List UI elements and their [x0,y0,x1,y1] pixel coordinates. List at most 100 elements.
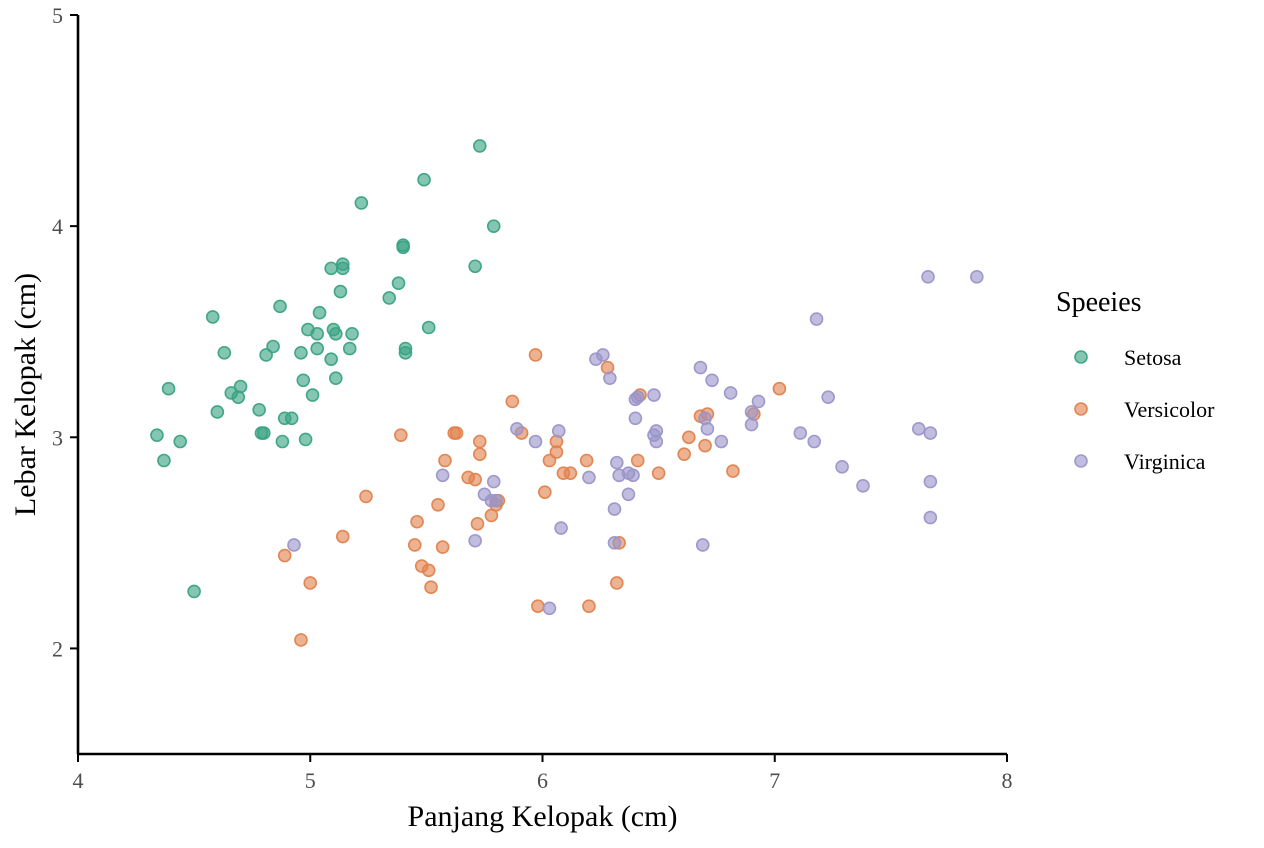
data-point-versicolor [294,633,308,647]
data-point-virginica [856,479,870,493]
data-points [150,139,984,647]
data-point-virginica [807,434,822,449]
data-point-versicolor [538,485,552,499]
data-point-setosa [298,432,313,447]
data-point-virginica [435,468,450,483]
data-point-versicolor [359,489,373,504]
data-point-setosa [294,346,308,360]
data-point-virginica [607,536,622,550]
y-tick-label: 5 [52,3,63,28]
data-point-virginica [911,422,926,436]
data-point-setosa [468,259,482,274]
data-point-virginica [630,390,645,404]
data-point-virginica [510,422,524,436]
data-point-setosa [312,305,327,320]
data-point-versicolor [438,453,452,468]
data-point-setosa [266,339,280,354]
data-point-versicolor [726,464,740,478]
data-point-versicolor [303,576,318,590]
data-point-virginica [821,390,835,404]
data-point-setosa [335,261,350,276]
data-point-virginica [970,270,984,284]
legend-marker-virginica [1074,454,1088,468]
data-point-setosa [157,453,171,468]
data-point-setosa [417,172,431,187]
legend: Speeies Setosa Versicolor Virginica [1056,287,1215,474]
y-tick-label: 3 [52,425,63,450]
data-point-setosa [150,428,164,442]
data-point-versicolor [394,428,408,442]
data-point-virginica [921,270,935,284]
data-point-versicolor [630,453,645,468]
data-point-setosa [324,261,338,276]
data-point-setosa [486,219,501,233]
data-point-virginica [628,411,643,426]
data-point-setosa [354,196,369,210]
data-point-versicolor [431,498,445,512]
data-point-setosa [275,434,290,449]
data-point-versicolor [698,438,712,453]
data-point-versicolor [472,447,487,461]
data-point-setosa [233,379,248,394]
data-point-versicolor [772,381,787,396]
data-point-virginica [744,405,759,419]
data-point-versicolor [435,540,450,554]
data-point-virginica [923,510,938,525]
data-point-versicolor [335,529,350,544]
data-point-setosa [187,584,201,599]
data-point-versicolor [407,538,422,552]
data-point-versicolor [528,348,543,362]
data-point-setosa [217,346,232,360]
data-point-versicolor [549,445,564,459]
data-point-setosa [328,327,343,341]
legend-marker-versicolor [1074,402,1088,416]
legend-label-virginica: Virginica [1124,449,1206,474]
data-point-virginica [621,487,636,502]
data-point-virginica [835,460,849,474]
legend-label-versicolor: Versicolor [1124,397,1215,422]
data-point-virginica [542,601,557,616]
x-tick-label: 8 [1002,768,1013,793]
data-point-setosa [210,405,225,419]
data-point-virginica [923,474,938,489]
legend-label-setosa: Setosa [1124,345,1182,370]
data-point-setosa [333,284,348,299]
data-point-virginica [582,470,596,485]
data-point-versicolor [468,472,482,487]
data-point-setosa [396,240,410,255]
data-point-setosa [252,403,266,417]
data-point-setosa [421,320,436,335]
data-point-virginica [714,434,729,449]
data-point-virginica [287,538,301,552]
data-point-setosa [342,341,357,356]
data-point-virginica [626,468,640,483]
data-point-virginica [468,533,482,548]
data-point-versicolor [470,517,485,531]
data-point-versicolor [610,576,624,590]
x-tick-label: 5 [305,768,316,793]
data-point-virginica [705,373,719,388]
data-point-virginica [793,426,808,440]
data-point-versicolor [682,430,696,445]
legend-marker-setosa [1074,350,1088,364]
data-point-virginica [489,493,503,508]
data-point-virginica [923,426,938,440]
axes [76,15,1007,756]
data-point-virginica [610,455,624,470]
data-point-versicolor [449,426,464,440]
data-point-setosa [273,299,287,314]
x-axis-ticks: 4 5 6 7 8 [73,754,1013,793]
data-point-versicolor [424,580,438,594]
data-point-setosa [345,327,359,341]
data-point-virginica [554,521,568,535]
data-point-virginica [486,474,501,489]
data-point-versicolor [531,599,545,614]
data-point-setosa [391,276,406,290]
data-point-virginica [809,312,824,326]
data-point-versicolor [579,453,594,468]
data-point-setosa [382,291,397,305]
data-point-virginica [647,388,661,402]
data-point-setosa [310,341,325,356]
data-point-setosa [324,352,338,366]
